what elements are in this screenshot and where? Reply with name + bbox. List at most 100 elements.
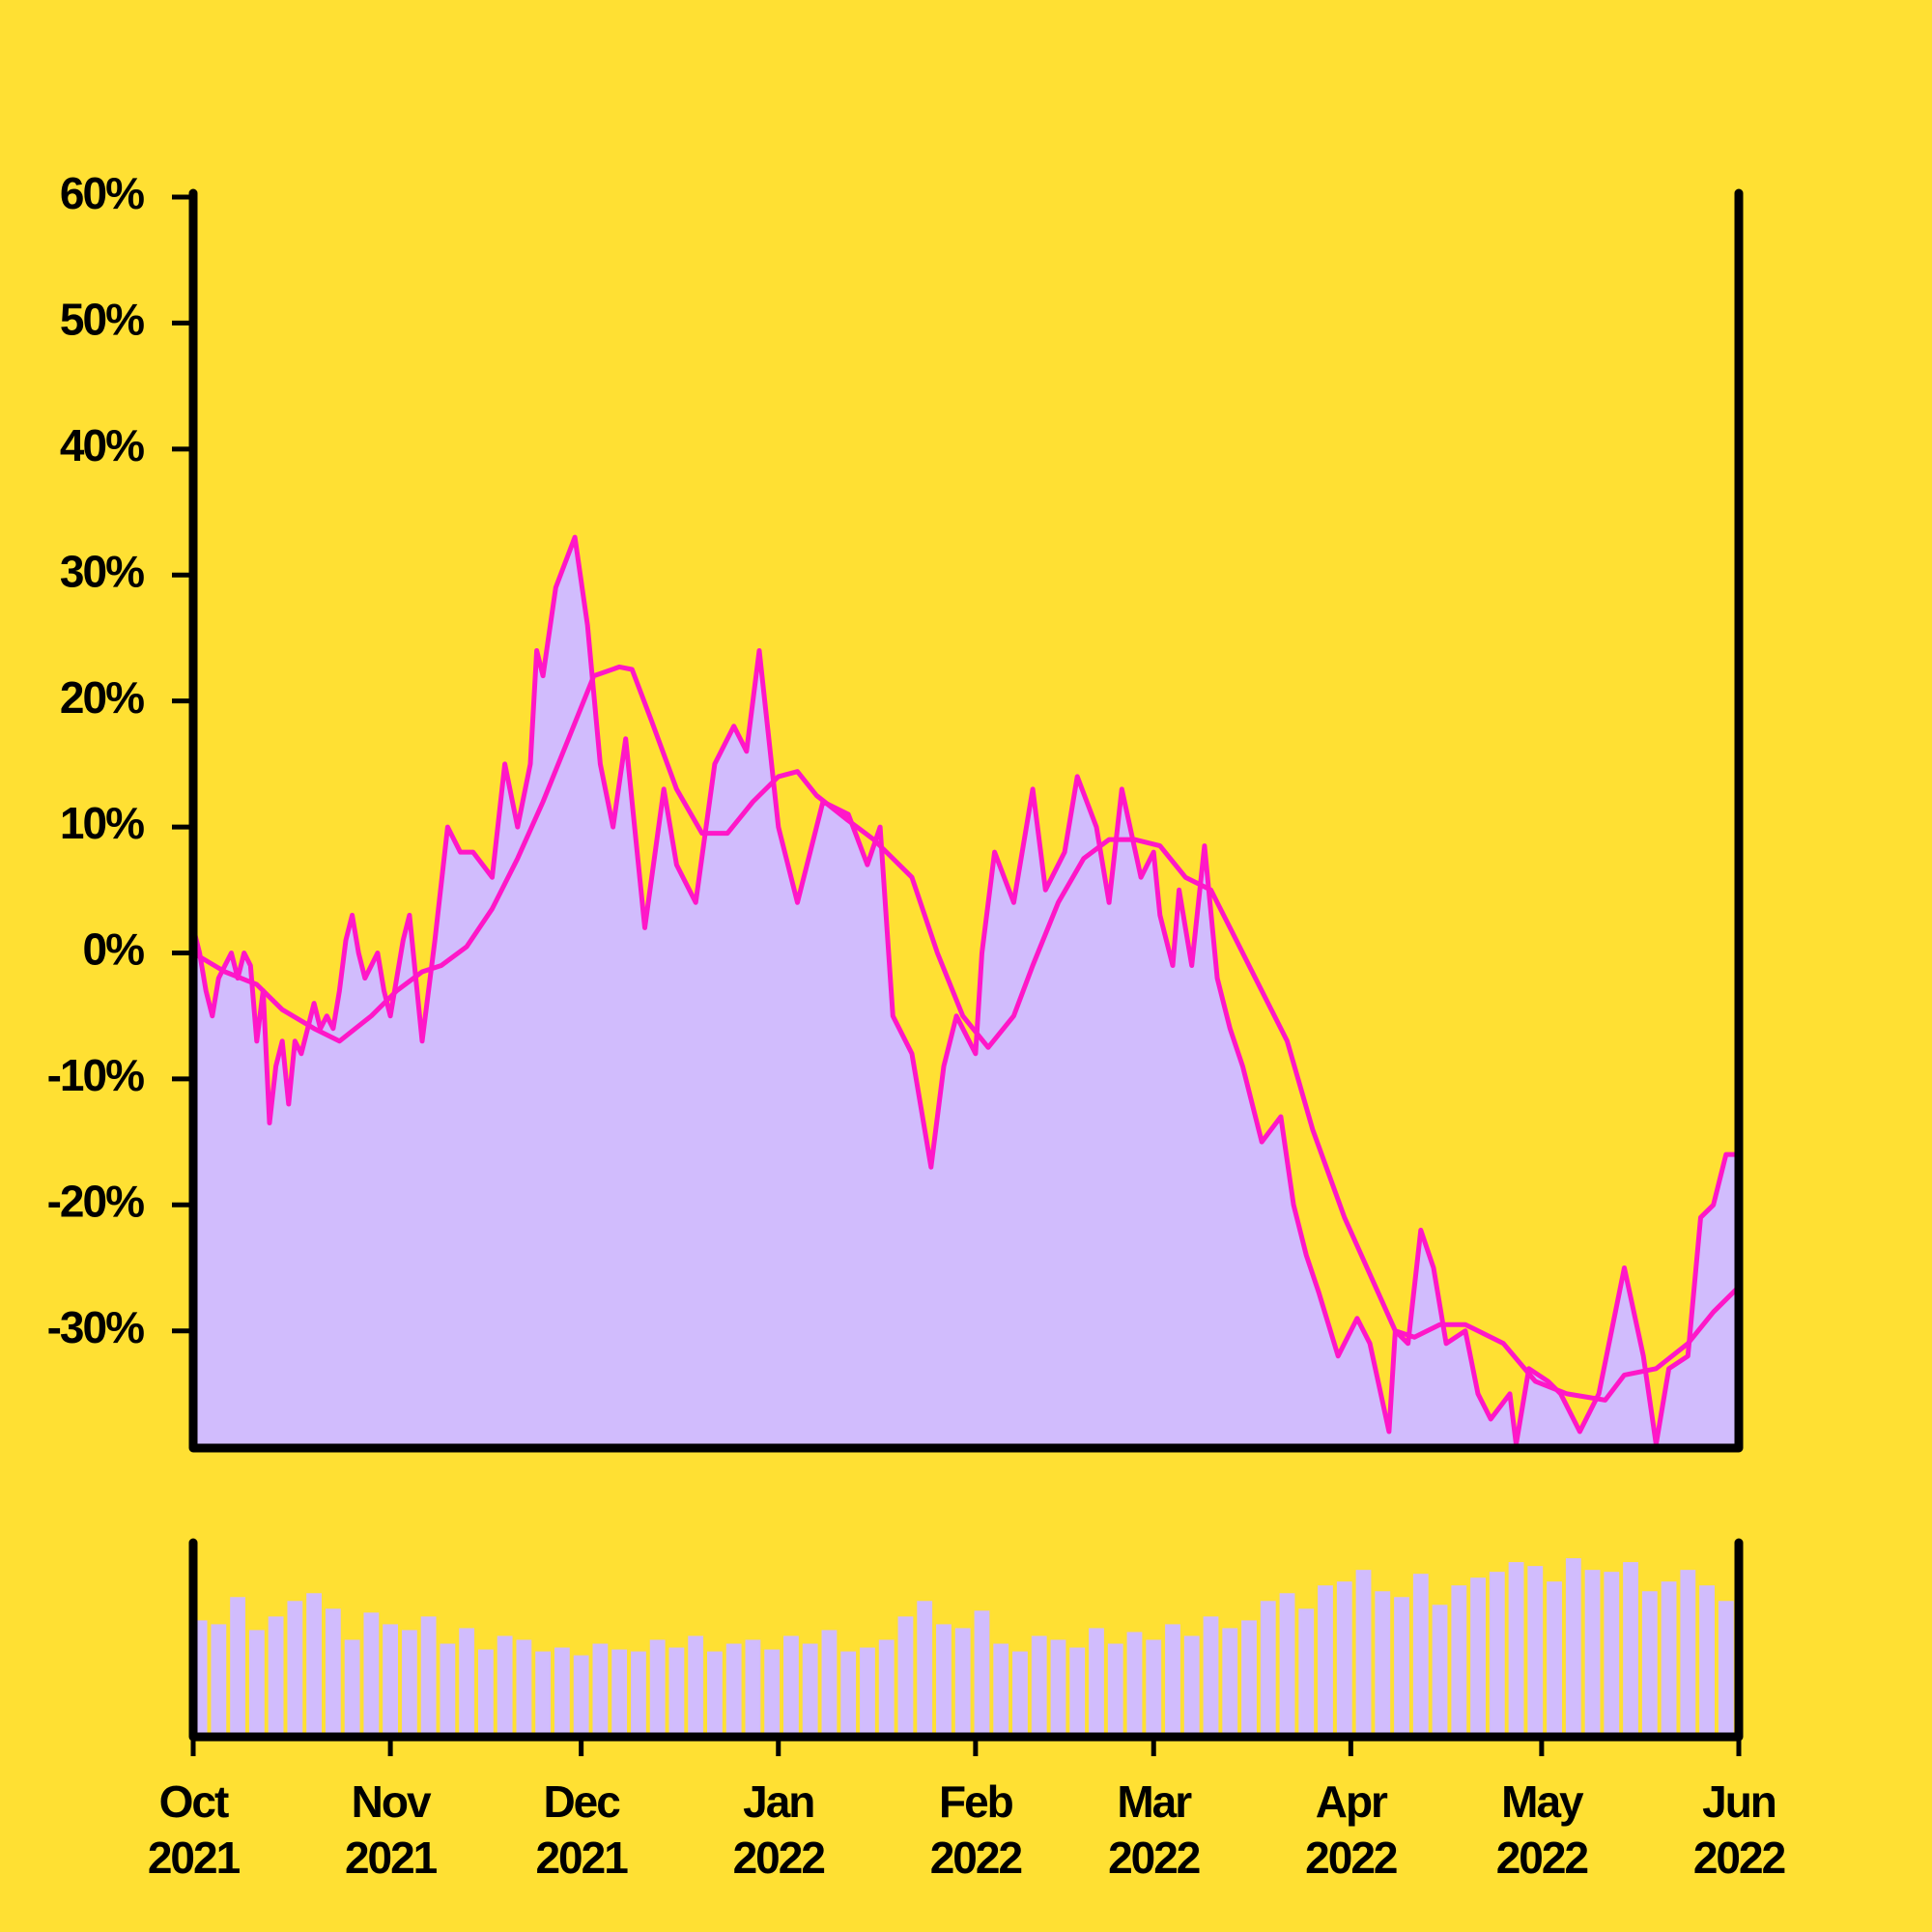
y-tick-label: 20% xyxy=(60,672,144,723)
volume-bar xyxy=(1699,1585,1715,1737)
volume-bar xyxy=(668,1647,685,1737)
line xyxy=(193,664,1739,1403)
volume-bar xyxy=(688,1635,704,1737)
volume-bar xyxy=(268,1616,284,1737)
volume-bar xyxy=(1355,1570,1372,1737)
volume-bar xyxy=(936,1624,952,1737)
x-tick-label: Nov 2021 xyxy=(344,1776,438,1883)
volume-bar xyxy=(1069,1647,1086,1737)
volume-bar xyxy=(1432,1605,1448,1737)
y-tick-label: 10% xyxy=(60,798,144,848)
volume-bar xyxy=(1146,1639,1162,1737)
volume-bar xyxy=(1565,1558,1581,1737)
volume-bar xyxy=(1183,1635,1200,1737)
volume-bar xyxy=(1508,1562,1524,1737)
volume-bar xyxy=(344,1639,360,1737)
volume-bar xyxy=(1489,1572,1505,1737)
x-tick-label: Mar 2022 xyxy=(1108,1776,1201,1883)
volume-bar xyxy=(725,1643,742,1737)
volume-bar xyxy=(1203,1616,1219,1737)
y-tick-label: 0% xyxy=(83,924,145,975)
y-tick-label: -20% xyxy=(47,1176,144,1226)
volume-bar xyxy=(1298,1608,1315,1737)
volume-bar xyxy=(1661,1581,1677,1737)
volume-bar xyxy=(649,1639,666,1737)
x-tick-label: Jun 2022 xyxy=(1692,1776,1786,1883)
axis-frame xyxy=(188,1538,1744,1742)
volume-bar xyxy=(1336,1581,1352,1737)
volume-bar xyxy=(917,1601,933,1737)
x-tick-label: Feb 2022 xyxy=(929,1776,1023,1883)
volume-bar xyxy=(611,1649,628,1737)
volume-bar xyxy=(1241,1620,1257,1737)
volume-bar xyxy=(1222,1628,1238,1737)
volume-bar xyxy=(897,1616,914,1737)
volume-bar xyxy=(1089,1628,1104,1737)
y-tick-label: 40% xyxy=(60,420,144,470)
volume-bar xyxy=(383,1624,399,1737)
volume-bar xyxy=(497,1635,513,1737)
volume-bar xyxy=(248,1630,265,1737)
volume-bar xyxy=(1375,1591,1391,1737)
volume-bar xyxy=(440,1643,456,1737)
y-tick-label: -10% xyxy=(47,1050,144,1100)
volume-bar xyxy=(1107,1643,1123,1737)
volume-bar xyxy=(554,1647,570,1737)
volume-bar xyxy=(1012,1651,1028,1737)
y-tick-label: 60% xyxy=(60,168,144,218)
volume-bar xyxy=(1623,1562,1638,1737)
volume-bar xyxy=(1031,1635,1047,1737)
plot-area xyxy=(193,534,1739,1448)
volume-bar xyxy=(1641,1591,1658,1737)
volume-bar xyxy=(993,1643,1009,1737)
volume-bar xyxy=(535,1651,552,1737)
volume-bar xyxy=(1718,1601,1734,1737)
volume-bar xyxy=(631,1651,646,1737)
y-tick-label: 50% xyxy=(60,295,144,345)
x-tick-label: Jan 2022 xyxy=(732,1776,826,1883)
area xyxy=(193,537,1739,1448)
volume-bar xyxy=(1680,1570,1696,1737)
volume-bar xyxy=(1412,1574,1429,1737)
volume-bar xyxy=(459,1628,475,1737)
volume-bar xyxy=(1279,1593,1295,1737)
volume-bar xyxy=(1527,1566,1544,1737)
y-tick-label: 30% xyxy=(60,546,144,596)
volume-bar xyxy=(1584,1570,1601,1737)
volume-bar xyxy=(1604,1572,1620,1737)
volume-bar xyxy=(860,1647,875,1737)
axis-frame xyxy=(188,188,1744,1453)
volume-bar xyxy=(363,1612,380,1737)
volume-bar xyxy=(1451,1585,1467,1737)
volume-bar xyxy=(516,1639,532,1737)
x-tick-label: May 2022 xyxy=(1495,1776,1589,1883)
volume-bar xyxy=(840,1651,857,1737)
volume-bar xyxy=(592,1643,609,1737)
x-tick-label: Oct 2021 xyxy=(147,1776,241,1883)
volume-bar xyxy=(783,1635,799,1737)
volume-bar xyxy=(230,1597,245,1737)
volume-bar xyxy=(1050,1639,1066,1737)
volume-bar xyxy=(878,1639,895,1737)
volume-bar xyxy=(974,1610,990,1737)
volume-bar xyxy=(745,1639,761,1737)
volume-bar xyxy=(1470,1577,1486,1737)
volume-bar xyxy=(1165,1624,1180,1737)
volume-bar xyxy=(1126,1632,1143,1737)
volume-bar xyxy=(802,1643,818,1737)
volume-bar xyxy=(954,1628,971,1737)
volume-bar xyxy=(325,1608,341,1737)
volume-bar xyxy=(764,1649,781,1737)
volume-bar xyxy=(1394,1597,1409,1737)
y-tick-label: -30% xyxy=(47,1302,144,1352)
volume-bar xyxy=(1318,1585,1333,1737)
volume-bar xyxy=(401,1630,417,1737)
volume-bar xyxy=(306,1593,323,1737)
volume-bar xyxy=(287,1601,303,1737)
volume-bar xyxy=(821,1630,838,1737)
volume-bar xyxy=(477,1649,494,1737)
volume-bar xyxy=(707,1651,723,1737)
x-tick-label: Apr 2022 xyxy=(1305,1776,1398,1883)
